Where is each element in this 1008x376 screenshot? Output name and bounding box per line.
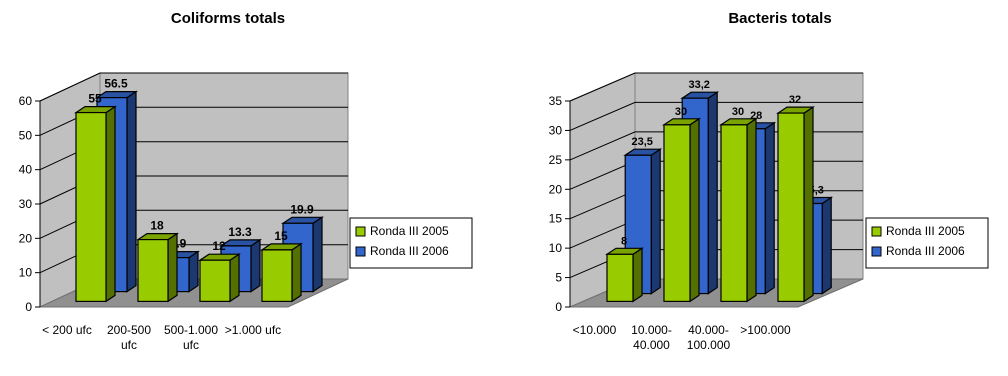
legend: Ronda III 2005 Ronda III 2006 — [349, 217, 473, 269]
legend-swatch — [871, 226, 882, 237]
y-tick-label: 30 — [19, 197, 33, 211]
bar-side — [632, 247, 643, 303]
legend-label: Ronda III 2006 — [370, 244, 449, 258]
y-tick-label: 30 — [549, 123, 563, 137]
bar — [136, 232, 179, 303]
bar-front — [75, 111, 107, 302]
bar-side — [821, 196, 832, 295]
x-tick-label: 100.000 — [687, 338, 731, 352]
x-tick-label: >1.000 ufc — [225, 323, 281, 337]
data-label: 30 — [675, 106, 687, 118]
data-label: 33,2 — [688, 79, 709, 91]
bar-side — [250, 238, 261, 293]
bar-side — [312, 216, 323, 293]
bar-side — [229, 253, 240, 303]
bar — [260, 242, 303, 303]
chart-title: Bacteris totals — [728, 10, 831, 27]
legend-box — [349, 217, 473, 269]
bar-side — [746, 117, 757, 303]
y-tick-label: 0 — [555, 300, 562, 314]
bar-front — [720, 124, 748, 303]
bar-side — [803, 105, 814, 303]
bar — [776, 105, 815, 303]
bar-front — [606, 253, 634, 302]
data-label: 30 — [732, 106, 744, 118]
bar-side — [126, 90, 137, 293]
data-label: 13.3 — [228, 225, 252, 239]
bar — [605, 247, 644, 303]
x-tick-label: ufc — [183, 338, 199, 352]
data-label: 23,5 — [631, 136, 652, 148]
y-tick-label: 20 — [549, 182, 563, 196]
y-tick-label: 50 — [19, 128, 33, 142]
x-tick-label: 200-500 — [107, 323, 151, 337]
chart-title: Coliforms totals — [171, 10, 285, 27]
x-tick-label: 40.000 — [633, 338, 670, 352]
x-tick-label: 500-1.000 — [164, 323, 218, 337]
x-tick-label: ufc — [121, 338, 137, 352]
bar-side — [291, 242, 302, 303]
legend-swatch — [355, 226, 366, 237]
data-label: 15 — [274, 229, 288, 243]
legend-label: Ronda III 2005 — [886, 224, 965, 238]
data-label: 56.5 — [104, 77, 128, 91]
y-tick-label: 10 — [19, 266, 33, 280]
bar-side — [650, 148, 661, 295]
y-tick-label: 40 — [19, 163, 33, 177]
x-tick-label: <10.000 — [573, 323, 617, 337]
bar — [198, 253, 241, 303]
y-tick-label: 20 — [19, 231, 33, 245]
gridline — [569, 72, 863, 102]
bar-front — [199, 259, 231, 303]
bar — [719, 117, 758, 303]
bar-side — [188, 250, 199, 293]
y-tick-label: 60 — [19, 94, 33, 108]
data-label: 12 — [212, 239, 226, 253]
chart-1: Coliforms totals010203040506056.59.913.3… — [19, 10, 473, 352]
x-tick-label: 40.000- — [688, 323, 729, 337]
legend-swatch — [871, 246, 882, 257]
bar-side — [707, 91, 718, 295]
gridline — [569, 101, 863, 131]
y-tick-label: 0 — [25, 300, 32, 314]
bar-side — [764, 121, 775, 295]
legend: Ronda III 2005 Ronda III 2006 — [865, 217, 989, 269]
legend-box — [865, 217, 989, 269]
bar-side — [689, 117, 700, 303]
data-label: 55 — [88, 92, 102, 106]
legend-label: Ronda III 2005 — [370, 224, 449, 238]
bar — [662, 117, 701, 303]
data-label: 18 — [150, 219, 164, 233]
chart-2: Bacteris totals0510152025303523,533,2281… — [549, 10, 989, 352]
bar — [74, 105, 117, 303]
y-tick-label: 5 — [555, 271, 562, 285]
bar-front — [663, 124, 691, 303]
y-tick-label: 35 — [549, 94, 563, 108]
x-tick-label: < 200 ufc — [42, 323, 92, 337]
y-tick-label: 15 — [549, 212, 563, 226]
legend-swatch — [355, 246, 366, 257]
data-label: 19.9 — [290, 202, 314, 216]
bar-front — [261, 249, 293, 302]
legend-label: Ronda III 2006 — [886, 244, 965, 258]
data-label: 8 — [621, 235, 627, 247]
gridline — [39, 72, 348, 102]
y-tick-label: 10 — [549, 241, 563, 255]
data-label: 32 — [789, 94, 801, 106]
x-tick-label: >100.000 — [740, 323, 791, 337]
x-tick-label: 10.000- — [631, 323, 672, 337]
bar-side — [105, 105, 116, 303]
bar-front — [777, 112, 805, 302]
y-tick-label: 25 — [549, 153, 563, 167]
bar-side — [167, 232, 178, 303]
bar-front — [137, 239, 169, 303]
